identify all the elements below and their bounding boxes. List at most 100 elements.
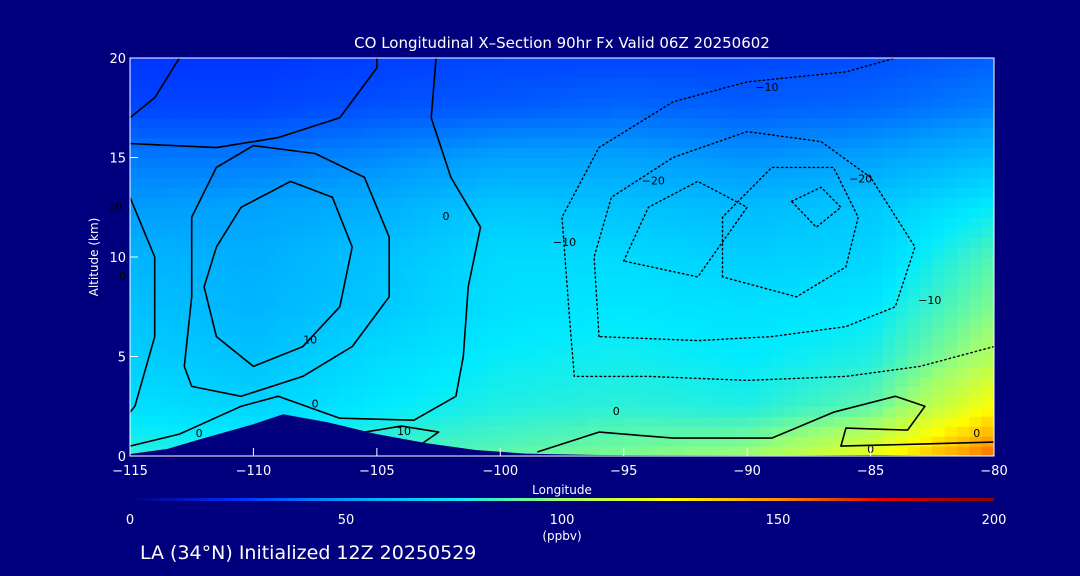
heatmap-cell: [204, 77, 217, 89]
heatmap-cell: [450, 237, 464, 248]
heatmap-cell: [253, 167, 267, 178]
heatmap-cell: [808, 366, 822, 377]
heatmap-cell: [204, 406, 217, 417]
heatmap-cell: [734, 316, 748, 328]
heatmap-cell: [487, 117, 501, 129]
heatmap-cell: [475, 406, 489, 417]
heatmap-cell: [648, 167, 662, 178]
heatmap-cell: [253, 58, 267, 69]
heatmap-cell: [956, 167, 970, 178]
heatmap-cell: [932, 58, 946, 69]
heatmap-cell: [376, 247, 390, 258]
heatmap-cell: [376, 336, 390, 348]
heatmap-cell: [130, 296, 143, 308]
y-tick-label: 15: [109, 152, 126, 167]
heatmap-cell: [821, 247, 835, 258]
heatmap-cell: [808, 67, 822, 79]
heatmap-cell: [858, 326, 872, 338]
heatmap-cell: [956, 346, 970, 358]
heatmap-cell: [784, 247, 798, 258]
heatmap-cell: [413, 187, 427, 198]
heatmap-cell: [413, 167, 427, 178]
heatmap-cell: [895, 366, 909, 377]
heatmap-cell: [154, 266, 168, 278]
heatmap-cell: [302, 326, 316, 338]
heatmap-cell: [673, 167, 687, 178]
heatmap-cell: [315, 296, 329, 308]
heatmap-cell: [253, 137, 267, 149]
heatmap-cell: [130, 316, 143, 328]
heatmap-cell: [549, 237, 563, 248]
heatmap-cell: [919, 227, 933, 238]
heatmap-cell: [944, 67, 958, 79]
heatmap-cell: [537, 117, 551, 129]
heatmap-cell: [487, 266, 501, 278]
heatmap-cell: [697, 217, 711, 228]
heatmap-cell: [253, 197, 267, 208]
heatmap-cell: [636, 296, 649, 308]
heatmap-cell: [845, 436, 859, 447]
heatmap-cell: [907, 187, 921, 198]
heatmap-cell: [204, 237, 217, 248]
heatmap-cell: [870, 257, 884, 268]
heatmap-cell: [882, 187, 896, 198]
heatmap-cell: [858, 207, 872, 218]
heatmap-cell: [154, 326, 168, 338]
heatmap-cell: [722, 286, 736, 298]
heatmap-cell: [710, 157, 724, 169]
heatmap-cell: [882, 127, 896, 139]
heatmap-cell: [426, 147, 440, 159]
heatmap-cell: [228, 306, 242, 318]
heatmap-cell: [956, 426, 970, 437]
heatmap-cell: [167, 306, 180, 318]
heatmap-cell: [660, 426, 674, 437]
heatmap-cell: [796, 446, 810, 456]
heatmap-cell: [574, 207, 588, 218]
heatmap-cell: [191, 167, 205, 178]
contour-line: [183, 144, 390, 398]
heatmap-cell: [426, 376, 440, 387]
heatmap-cell: [438, 187, 452, 198]
heatmap-cell: [833, 137, 847, 149]
heatmap-cell: [438, 257, 452, 268]
heatmap-cell: [870, 67, 884, 79]
heatmap-cell: [759, 197, 773, 208]
heatmap-cell: [438, 316, 452, 328]
heatmap-cell: [512, 77, 526, 89]
heatmap-cell: [142, 376, 156, 387]
heatmap-cell: [364, 107, 378, 119]
heatmap-cell: [919, 336, 933, 348]
heatmap-cell: [722, 366, 736, 377]
heatmap-cell: [870, 296, 884, 308]
heatmap-cell: [969, 426, 983, 437]
heatmap-cell: [956, 67, 970, 79]
heatmap-cell: [339, 207, 353, 218]
heatmap-cell: [796, 386, 810, 397]
heatmap-cell: [500, 426, 514, 437]
heatmap-cell: [401, 266, 415, 278]
heatmap-cell: [648, 416, 662, 427]
heatmap-cell: [179, 356, 193, 368]
heatmap-cell: [919, 127, 933, 139]
heatmap-cell: [747, 217, 761, 228]
heatmap-cell: [660, 137, 674, 149]
x-tick-label: −115: [112, 464, 148, 479]
heatmap-cell: [808, 117, 822, 129]
heatmap-cell: [413, 316, 427, 328]
heatmap-cell: [327, 107, 341, 119]
heatmap-cell: [710, 77, 724, 89]
heatmap-cell: [376, 167, 390, 178]
heatmap-cell: [845, 416, 859, 427]
heatmap-cell: [549, 376, 563, 387]
heatmap-cell: [413, 177, 427, 188]
heatmap-cell: [907, 266, 921, 278]
heatmap-cell: [685, 107, 699, 119]
heatmap-cell: [599, 306, 612, 318]
heatmap-cell: [524, 396, 538, 407]
heatmap-cell: [821, 177, 835, 188]
heatmap-cell: [487, 416, 501, 427]
heatmap-cell: [253, 247, 267, 258]
heatmap-cell: [660, 396, 674, 407]
heatmap-cell: [821, 436, 835, 447]
heatmap-cell: [870, 436, 884, 447]
